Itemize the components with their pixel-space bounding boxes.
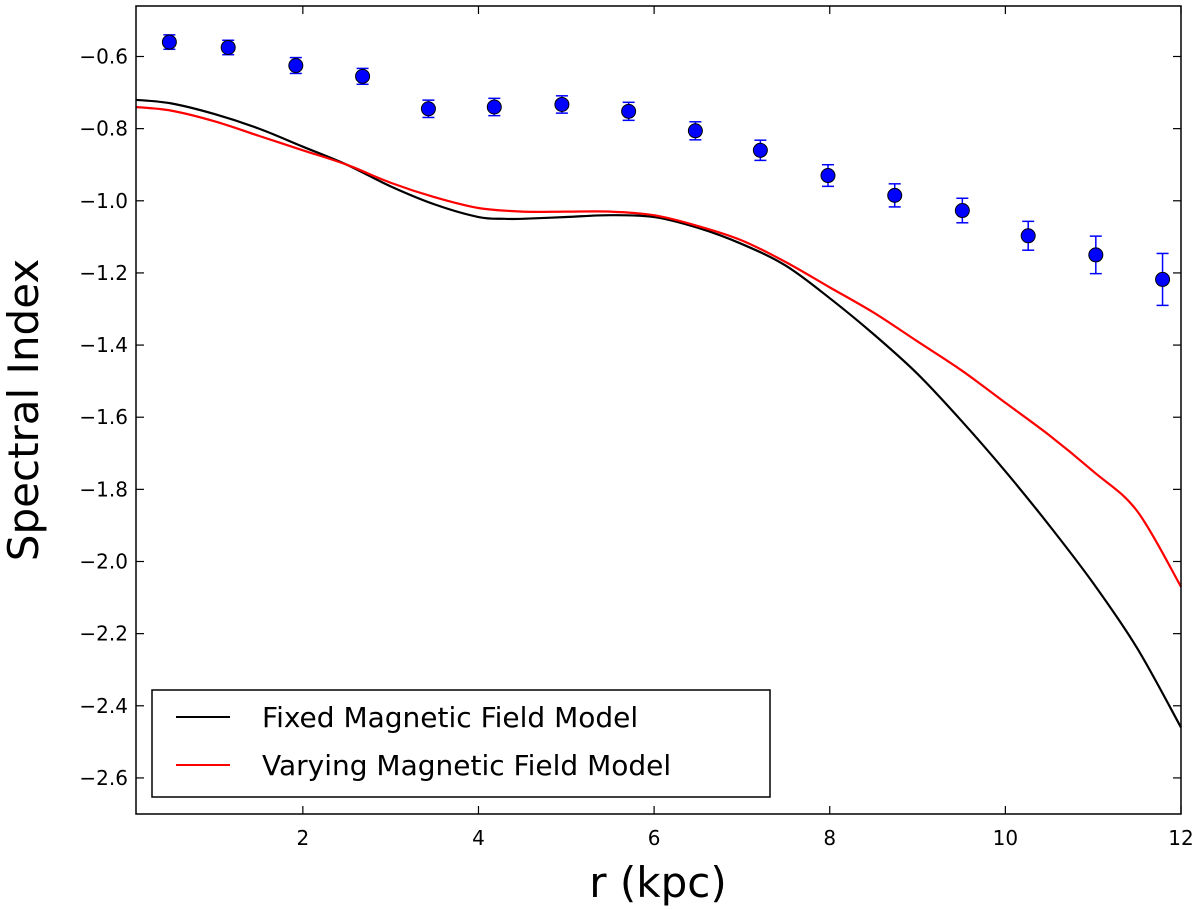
- data-point: [220, 39, 236, 56]
- x-tick-label: 8: [823, 826, 836, 850]
- data-point: [1020, 220, 1036, 251]
- point-marker: [288, 58, 304, 74]
- observed-points: [161, 34, 1171, 307]
- point-marker: [621, 103, 637, 119]
- data-point: [621, 101, 637, 122]
- y-tick-label: −2.0: [79, 550, 128, 574]
- legend-label-fixed: Fixed Magnetic Field Model: [262, 701, 638, 734]
- data-point: [954, 197, 970, 224]
- point-marker: [161, 34, 177, 50]
- legend: Fixed Magnetic Field Model Varying Magne…: [151, 689, 771, 798]
- x-tick-label: 12: [1168, 826, 1193, 850]
- point-marker: [420, 101, 436, 117]
- y-tick-label: −1.6: [79, 405, 128, 429]
- y-tick-label: −1.4: [79, 333, 128, 357]
- y-axis-title: Spectral Index: [0, 259, 48, 561]
- data-point: [820, 163, 836, 188]
- fixed-field-curve: [135, 98, 1182, 728]
- y-tick-label: −0.8: [79, 117, 128, 141]
- data-point: [288, 56, 304, 75]
- data-point: [554, 95, 570, 114]
- point-marker: [820, 168, 836, 184]
- point-marker: [220, 39, 236, 55]
- plot-frame: [135, 5, 1182, 815]
- point-marker: [486, 99, 502, 115]
- x-tick-label: 10: [993, 826, 1018, 850]
- axis-ticks: 2 4 6 8 10 12 −0.6 −0.8 −1.0 −1.2 −1.4 −1.6 −1.8 −2.0…: [79, 6, 1194, 850]
- point-marker: [687, 123, 703, 139]
- model-curves: [135, 98, 1182, 728]
- varying-field-curve: [135, 105, 1182, 588]
- point-marker: [1088, 247, 1104, 263]
- data-point: [752, 139, 768, 162]
- data-point: [1088, 235, 1104, 275]
- legend-label-varying: Varying Magnetic Field Model: [262, 749, 671, 782]
- x-tick-label: 2: [296, 826, 309, 850]
- data-point: [1155, 252, 1171, 307]
- y-tick-label: −2.4: [79, 694, 128, 718]
- data-point: [887, 183, 903, 208]
- data-point: [486, 97, 502, 117]
- data-point: [687, 121, 703, 141]
- x-axis-title: r (kpc): [589, 858, 726, 907]
- point-marker: [1155, 271, 1171, 287]
- y-tick-label: −2.2: [79, 622, 128, 646]
- y-tick-label: −1.2: [79, 261, 128, 285]
- y-tick-label: −2.6: [79, 766, 128, 790]
- y-tick-label: −0.6: [79, 45, 128, 69]
- data-point: [355, 67, 371, 86]
- point-marker: [954, 203, 970, 219]
- point-marker: [1020, 228, 1036, 244]
- data-point: [420, 99, 436, 119]
- y-tick-label: −1.0: [79, 189, 128, 213]
- x-tick-label: 6: [648, 826, 661, 850]
- data-point: [161, 34, 177, 51]
- point-marker: [887, 187, 903, 203]
- point-marker: [554, 96, 570, 112]
- legend-box: [151, 689, 771, 798]
- x-tick-label: 4: [472, 826, 485, 850]
- y-tick-label: −1.8: [79, 477, 128, 501]
- point-marker: [752, 142, 768, 158]
- point-marker: [355, 68, 371, 84]
